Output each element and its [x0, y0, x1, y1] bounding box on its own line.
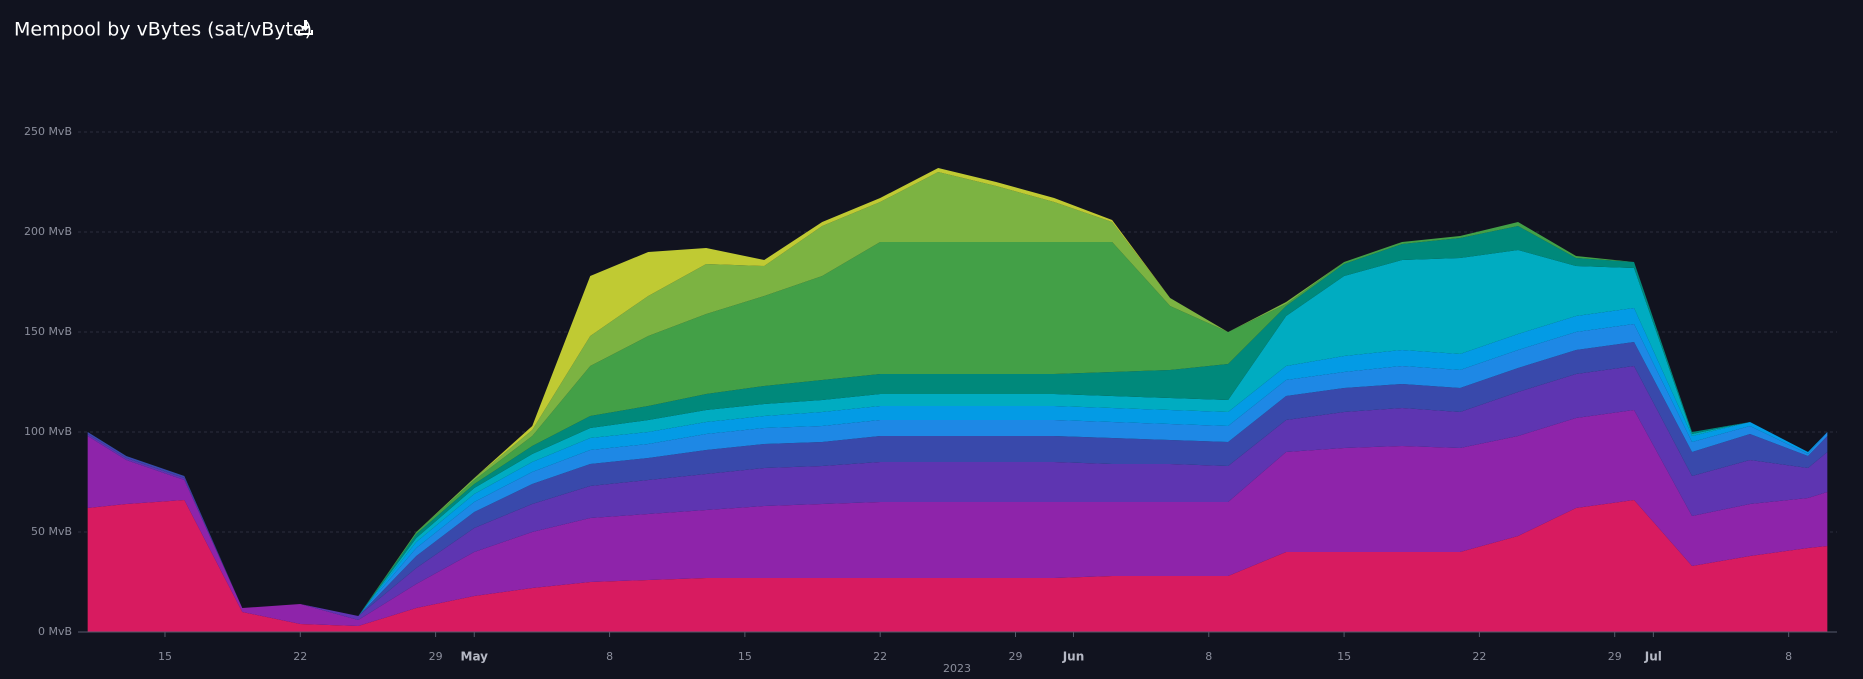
x-tick-label: Jul: [1644, 650, 1662, 664]
x-tick-label: 22: [293, 650, 307, 663]
y-tick-label: 200 MvB: [24, 225, 72, 238]
x-tick-label: 22: [873, 650, 887, 663]
x-tick-label: 29: [1008, 650, 1022, 663]
area: [87, 250, 1828, 616]
axes: 0 MvB 50 MvB 100 MvB 150 MvB 200 MvB 250 MvB 1…: [24, 125, 1837, 664]
x-tick-label: 29: [1608, 650, 1622, 663]
chart-title: Mempool by vBytes (sat/vByte): [14, 19, 312, 41]
x-tick-label: 15: [738, 650, 752, 663]
x-tick-label: 8: [606, 650, 613, 663]
y-tick-label: 50 MvB: [31, 525, 72, 538]
area: [87, 222, 1828, 616]
x-tick-label: 29: [429, 650, 443, 663]
x-tick-label: 8: [1785, 650, 1792, 663]
area: [87, 366, 1828, 620]
x-tick-label: 15: [158, 650, 172, 663]
y-tick-label: 100 MvB: [24, 425, 72, 438]
y-tick-label: 0 MvB: [38, 625, 72, 638]
x-tick-label: May: [461, 650, 489, 664]
x-tick-label: Jun: [1062, 650, 1085, 664]
x-tick-label: 8: [1205, 650, 1212, 663]
area: [87, 410, 1828, 626]
areas: [87, 168, 1828, 632]
x-tick-label: 22: [1472, 650, 1486, 663]
area: [87, 500, 1828, 632]
y-tick-label: 150 MvB: [24, 325, 72, 338]
download-icon[interactable]: [298, 20, 313, 35]
x-tick-label: 15: [1337, 650, 1351, 663]
y-tick-label: 250 MvB: [24, 125, 72, 138]
x-axis-label: 2023: [943, 662, 971, 675]
